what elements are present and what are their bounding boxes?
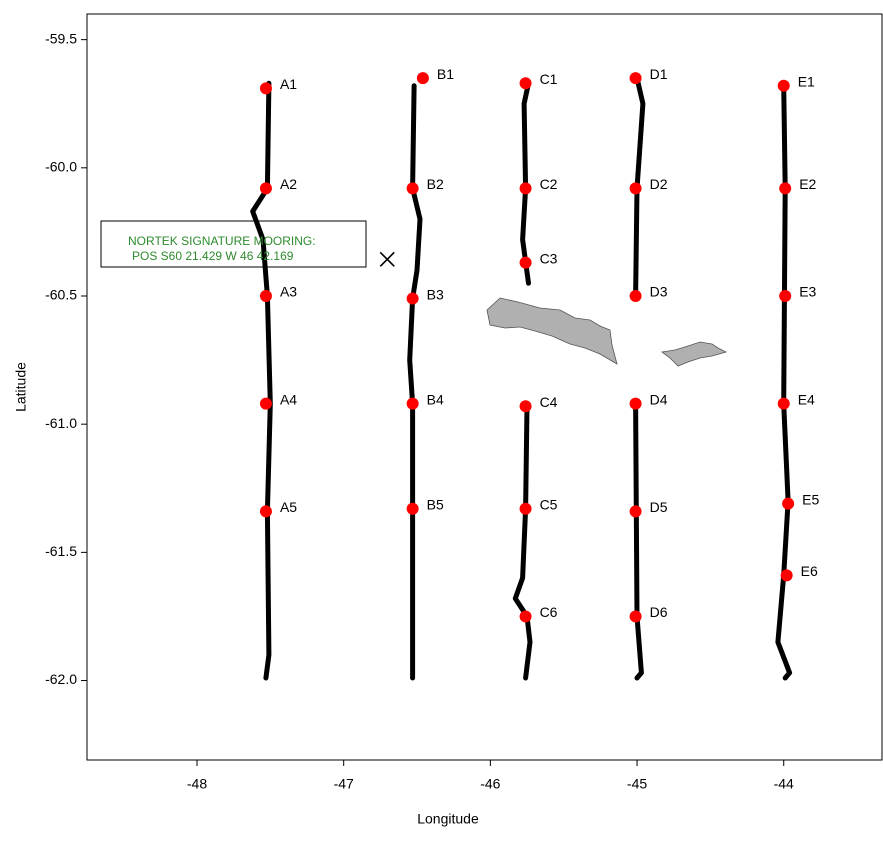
annotation-text: POS S60 21.429 W 46 42.169	[132, 249, 294, 263]
annotation-box	[100, 220, 367, 268]
station-point	[519, 502, 532, 515]
station-point	[259, 289, 272, 302]
track	[775, 83, 793, 681]
station-label: B4	[427, 391, 444, 407]
station-label: A2	[280, 176, 297, 192]
station-label: C4	[540, 394, 558, 410]
station-point	[519, 256, 532, 269]
x-tick-label: -46	[480, 776, 500, 792]
station-point	[406, 502, 419, 515]
track	[407, 83, 423, 681]
station-label: E1	[798, 73, 815, 89]
x-tick-label: -47	[334, 776, 354, 792]
station-point	[629, 505, 642, 518]
track	[250, 80, 273, 681]
station-point	[780, 569, 793, 582]
station-point	[259, 397, 272, 410]
x-tick-label: -48	[187, 776, 207, 792]
station-point	[779, 182, 792, 195]
y-tick-label: -61.0	[45, 415, 77, 431]
station-point	[519, 610, 532, 623]
station-label: D4	[650, 391, 668, 407]
station-label: E3	[799, 284, 816, 300]
station-point	[519, 400, 532, 413]
station-point	[259, 182, 272, 195]
station-point	[782, 497, 795, 510]
track	[633, 75, 646, 681]
station-point	[777, 79, 790, 92]
track	[512, 80, 533, 681]
station-label: C5	[540, 496, 558, 512]
station-point	[779, 289, 792, 302]
station-label: B1	[437, 66, 454, 82]
y-tick-label: -61.5	[45, 543, 77, 559]
station-label: D1	[650, 66, 668, 82]
station-point	[259, 82, 272, 95]
plot-frame	[86, 13, 883, 761]
island	[486, 297, 618, 365]
x-axis-label: Longitude	[417, 811, 479, 827]
x-tick-label: -44	[774, 776, 794, 792]
station-point	[629, 72, 642, 85]
station-label: A3	[280, 284, 297, 300]
station-label: A4	[280, 391, 297, 407]
mooring-marker	[379, 251, 395, 267]
station-point	[519, 182, 532, 195]
station-label: E4	[798, 391, 815, 407]
station-point	[416, 72, 429, 85]
y-tick-label: -60.5	[45, 287, 77, 303]
station-label: A5	[280, 499, 297, 515]
station-point	[629, 182, 642, 195]
island	[660, 341, 728, 367]
y-axis-label: Latitude	[13, 362, 29, 412]
y-tick-label: -62.0	[45, 671, 77, 687]
station-label: B2	[427, 176, 444, 192]
station-label: B5	[427, 496, 444, 512]
y-tick-label: -59.5	[45, 30, 77, 46]
station-label: A1	[280, 76, 297, 92]
station-label: E6	[801, 563, 818, 579]
station-label: E2	[799, 176, 816, 192]
station-point	[406, 182, 419, 195]
y-tick-label: -60.0	[45, 159, 77, 175]
station-label: E5	[802, 491, 819, 507]
station-point	[406, 397, 419, 410]
station-point	[259, 505, 272, 518]
station-label: B3	[427, 286, 444, 302]
station-point	[406, 292, 419, 305]
station-point	[629, 610, 642, 623]
station-label: D3	[650, 284, 668, 300]
station-label: D2	[650, 176, 668, 192]
station-label: C1	[540, 71, 558, 87]
station-label: D5	[650, 499, 668, 515]
station-point	[519, 77, 532, 90]
station-label: C3	[540, 250, 558, 266]
station-point	[629, 289, 642, 302]
station-point	[629, 397, 642, 410]
station-label: C2	[540, 176, 558, 192]
station-point	[777, 397, 790, 410]
x-tick-label: -45	[627, 776, 647, 792]
annotation-text: NORTEK SIGNATURE MOORING:	[128, 234, 316, 248]
station-label: C6	[540, 604, 558, 620]
station-label: D6	[650, 604, 668, 620]
